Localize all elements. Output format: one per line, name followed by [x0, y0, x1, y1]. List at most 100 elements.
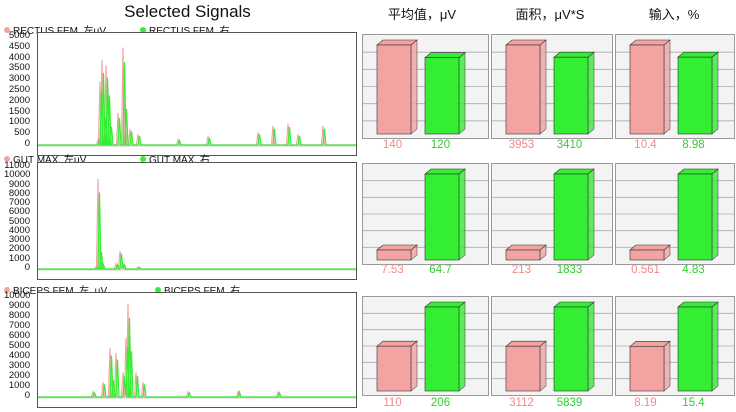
column-header-area: 面积，μV*S: [515, 7, 585, 22]
right-emg-trace: [38, 62, 356, 146]
bar-chart-panel: [362, 34, 489, 139]
column-header-mean: 平均值，μV: [387, 7, 457, 22]
y-tick-label: 3000: [8, 234, 30, 246]
legend-left-dot: [4, 26, 10, 33]
y-tick-label: 2000: [8, 370, 30, 381]
bar-chart-panel: [491, 34, 613, 139]
value-label-left: 10.4: [634, 139, 657, 151]
bar-chart-panel: [615, 34, 735, 139]
bar-chart-svg: [363, 39, 488, 135]
y-tick-label: 2500: [8, 84, 30, 95]
bar-chart-svg: [492, 168, 612, 261]
bar-left: [629, 340, 671, 392]
legend-left-label: RECTUS FEM, 左μV: [13, 26, 106, 37]
bar-chart-panel: [362, 296, 489, 396]
y-tick-label: 5000: [8, 340, 30, 351]
bar-left: [376, 340, 418, 392]
y-tick-label: 0: [24, 262, 30, 273]
value-label-right: 206: [430, 397, 451, 409]
page-title: Selected Signals: [124, 2, 251, 21]
bar-left: [376, 39, 418, 135]
y-tick-label: 2000: [8, 94, 30, 106]
y-tick-label: 6000: [8, 206, 30, 218]
value-label-left: 213: [511, 264, 532, 276]
bar-chart-svg: [363, 168, 488, 261]
bar-left: [376, 244, 418, 261]
bar-left: [629, 244, 671, 261]
bar-chart-svg: [616, 301, 734, 392]
left-emg-trace: [38, 303, 356, 398]
y-tick-label: 1000: [8, 116, 30, 128]
bar-chart-svg: [492, 301, 612, 392]
value-label-right: 1833: [556, 264, 583, 276]
emg-signal-plot: [37, 292, 357, 408]
bar-chart-panel: [362, 163, 489, 265]
value-label-right: 64.7: [429, 264, 452, 276]
y-tick-label: 4000: [8, 51, 30, 63]
y-tick-label: 2000: [8, 243, 30, 255]
right-emg-trace: [38, 192, 356, 270]
value-label-right: 15.4: [682, 397, 705, 409]
value-label-right: 5839: [556, 397, 583, 409]
bar-chart-svg: [492, 39, 612, 135]
y-tick-label: 3000: [8, 73, 30, 85]
value-label-left: 140: [382, 139, 403, 151]
emg-waveform-svg: [38, 47, 356, 147]
left-emg-trace: [38, 178, 356, 270]
value-label-left: 3953: [508, 139, 535, 151]
bar-chart-svg: [616, 168, 734, 261]
value-label-left: 8.19: [634, 397, 657, 409]
bar-right: [677, 51, 719, 135]
y-tick-label: 10000: [4, 290, 31, 301]
bar-left: [629, 39, 671, 135]
bar-left: [505, 244, 547, 261]
y-tick-label: 3500: [8, 62, 30, 74]
bar-chart-svg: [616, 39, 734, 135]
value-label-left: 3112: [509, 397, 534, 409]
bar-right: [553, 301, 595, 392]
bar-chart-svg: [363, 301, 488, 392]
legend-left-dot: [4, 286, 10, 293]
bar-left: [505, 340, 547, 392]
right-emg-trace: [38, 317, 356, 398]
legend-right-label: GUT MAX, 右: [149, 155, 210, 166]
emg-signal-plot: [37, 32, 357, 156]
left-emg-trace: [38, 47, 356, 146]
y-tick-label: 7000: [8, 320, 30, 331]
legend-right-signal: RECTUS FEM, 右: [140, 22, 230, 37]
y-tick-label: 10000: [4, 169, 31, 181]
y-tick-label: 4000: [8, 224, 30, 236]
bar-chart-panel: [491, 163, 613, 265]
legend-right-label: RECTUS FEM, 右: [149, 22, 230, 37]
legend-left-signal: BICEPS FEM, 左, μV: [4, 282, 107, 297]
y-tick-label: 500: [14, 127, 30, 139]
legend-right-dot: [155, 286, 161, 293]
bar-right: [677, 168, 719, 261]
emg-waveform-svg: [38, 303, 356, 399]
y-tick-label: 0: [24, 390, 30, 401]
legend-right-signal: BICEPS FEM, 右: [155, 282, 240, 297]
y-tick-label: 7000: [8, 197, 30, 209]
bar-chart-panel: [615, 163, 735, 265]
legend-right-dot: [140, 155, 146, 162]
y-tick-label: 8000: [8, 310, 30, 321]
y-tick-label: 5000: [8, 30, 30, 41]
bar-right: [424, 301, 466, 392]
emg-signal-plot: [37, 162, 357, 280]
legend-right-label: BICEPS FEM, 右: [164, 282, 240, 297]
y-tick-label: 4000: [8, 350, 30, 361]
column-header-input: 输入，%: [648, 7, 700, 22]
y-tick-label: 3000: [8, 360, 30, 371]
value-label-right: 8.98: [682, 139, 705, 151]
y-tick-label: 11000: [4, 160, 30, 171]
y-tick-label: 8000: [8, 187, 30, 199]
legend-right-dot: [140, 26, 146, 33]
bar-right: [424, 52, 466, 135]
value-label-left: 0.561: [631, 264, 660, 276]
y-tick-label: 1000: [8, 252, 30, 264]
y-tick-label: 1500: [8, 105, 30, 117]
y-tick-label: 5000: [8, 215, 30, 227]
bar-chart-panel: [615, 296, 735, 396]
value-label-left: 110: [383, 397, 402, 409]
value-label-right: 120: [430, 139, 451, 151]
